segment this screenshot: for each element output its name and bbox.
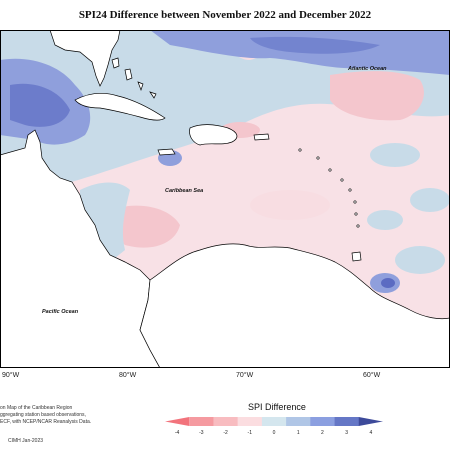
bahamas-4 — [149, 91, 157, 99]
legend-tick-label: -4 — [175, 430, 180, 436]
legend-tick-label: 1 — [297, 430, 300, 436]
credit-line-4: CIMH Jan-2023 — [8, 438, 44, 444]
color-legend: -4 -3 -2 -1 0 1 2 3 4 — [165, 417, 383, 436]
light-blue-belt — [0, 30, 450, 190]
trinidad — [351, 251, 362, 262]
legend-tick-label: 3 — [345, 430, 348, 436]
bahamas-1 — [111, 57, 120, 69]
guyana-dark-spot — [381, 278, 395, 288]
puerto-rico — [253, 133, 270, 141]
atlantic-pink-patch — [330, 71, 424, 121]
legend-title: SPI Difference — [248, 402, 306, 412]
spi-difference-map: Atlantic Ocean Caribbean Sea Pacific Oce… — [0, 30, 450, 368]
legend-tick-label: -2 — [223, 430, 228, 436]
florida — [49, 30, 121, 87]
east-blue-blob-4 — [395, 246, 445, 274]
cuba — [74, 93, 166, 121]
legend-swatch — [334, 417, 360, 426]
east-blue-blob-1 — [370, 143, 420, 167]
legend-swatch — [261, 417, 287, 426]
gulf-darkest — [10, 83, 70, 127]
legend-tick-label: 4 — [369, 430, 372, 436]
east-blue-blob-3 — [367, 210, 403, 230]
east-blue-blob-2 — [410, 188, 450, 212]
legend-tick-label: -3 — [199, 430, 204, 436]
legend-swatch — [189, 417, 214, 426]
credit-line-1: on Map of the Caribbean Region — [0, 405, 73, 411]
lesser-antilles — [298, 148, 360, 228]
legend-swatch — [310, 417, 335, 426]
credit-line-3: ECF, with NCEP/NCAR Reanalysis Data. — [0, 419, 92, 425]
caribbean-pink-1 — [108, 205, 180, 248]
landmasses — [0, 30, 450, 368]
map-title: SPI24 Difference between November 2022 a… — [78, 9, 372, 21]
lon-label-80w: 80°W — [119, 372, 137, 379]
legend-swatch — [237, 417, 263, 426]
lon-label-90w: 90°W — [2, 372, 20, 379]
legend-swatch — [165, 417, 190, 426]
south-america — [139, 243, 450, 368]
credit-line-2: ggregating station based observations, — [0, 412, 86, 418]
hispaniola — [189, 124, 238, 146]
legend-tick-label: -1 — [248, 430, 253, 436]
bahamas-3 — [137, 81, 144, 92]
legend-tick-label: 0 — [273, 430, 276, 436]
caribbean-sea-label: Caribbean Sea — [165, 188, 203, 194]
caribbean-pink-2 — [250, 190, 330, 220]
northeast-darkest — [250, 36, 380, 54]
legend-swatch — [213, 417, 238, 426]
pacific-ocean-label: Pacific Ocean — [42, 309, 79, 315]
bahamas-2 — [124, 68, 133, 81]
legend-swatch — [358, 417, 383, 426]
atlantic-ocean-label: Atlantic Ocean — [347, 66, 387, 72]
legend-tick-label: 2 — [321, 430, 324, 436]
lon-label-70w: 70°W — [236, 372, 254, 379]
jamaica — [157, 148, 176, 156]
lon-label-60w: 60°W — [363, 372, 381, 379]
legend-swatch — [286, 417, 311, 426]
